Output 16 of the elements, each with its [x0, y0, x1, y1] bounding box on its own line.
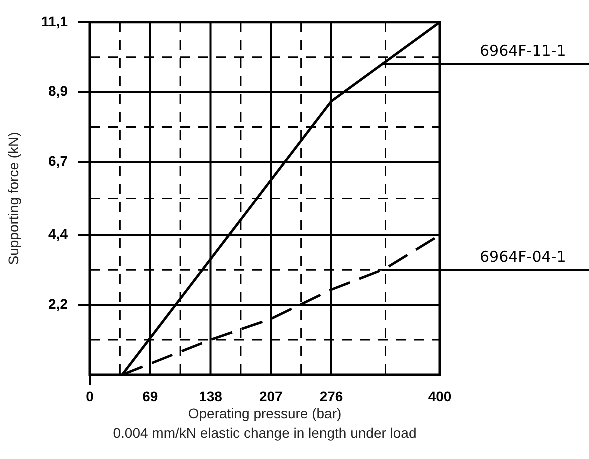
x-tick-label: 138	[199, 388, 223, 404]
y-tick-label: 4,4	[48, 226, 68, 242]
y-tick-label: 11,1	[42, 13, 68, 30]
x-axis-title: Operating pressure (bar)	[188, 405, 342, 422]
x-tick-label: 207	[259, 388, 284, 404]
x-tick-label: 276	[320, 388, 344, 404]
y-axis-title: Supporting force (kN)	[5, 132, 22, 266]
x-tick-label: 0	[86, 388, 94, 404]
x-tick-label: 400	[428, 388, 452, 404]
text: 6964F-11-1	[480, 42, 566, 60]
text: 0.004 mm/kN elastic change in length under load	[112, 425, 418, 441]
y-tick-label: 2,2	[48, 296, 68, 312]
text: 6964F-04-1	[480, 248, 566, 266]
x-tick-label: 69	[142, 388, 158, 404]
y-tick-label: 8,9	[48, 83, 68, 100]
y-tick-label: 6,7	[48, 153, 68, 170]
